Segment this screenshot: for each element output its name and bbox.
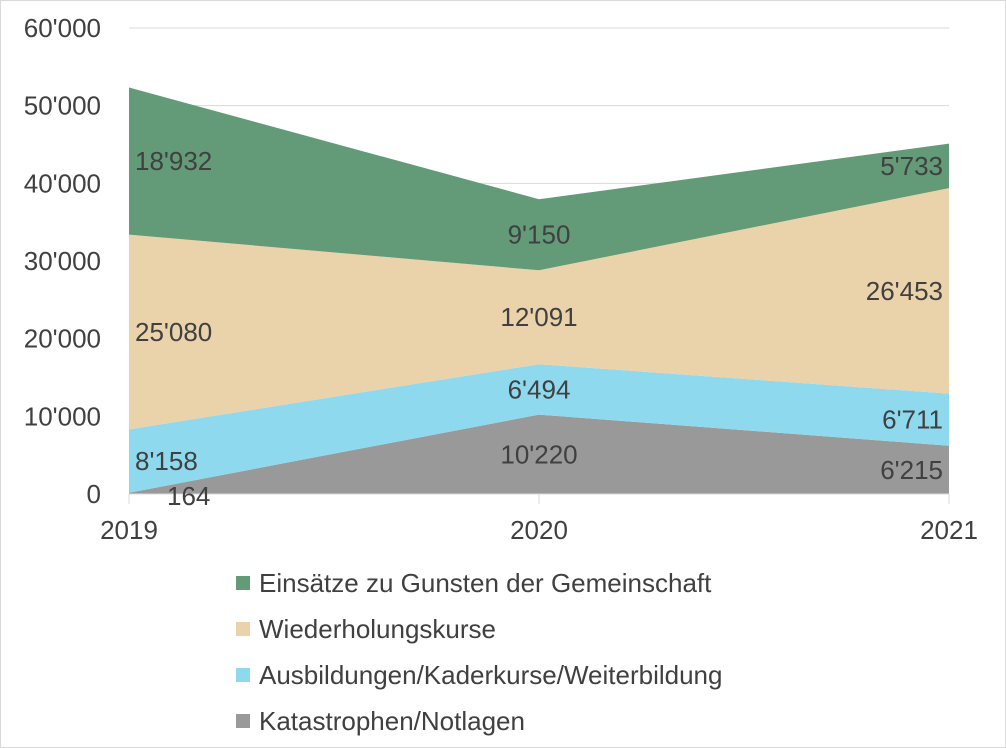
data-label: 25'080	[135, 317, 212, 347]
legend-item: Ausbildungen/Kaderkurse/Weiterbildung	[236, 652, 856, 698]
legend-label: Wiederholungskurse	[259, 613, 497, 644]
data-label: 9'150	[508, 220, 571, 250]
legend-item: Einsätze zu Gunsten der Gemeinschaft	[236, 560, 856, 606]
legend-swatch	[236, 622, 250, 636]
chart-legend: Einsätze zu Gunsten der Gemeinschaft Wied…	[236, 560, 856, 744]
y-tick-label: 10'000	[24, 401, 101, 431]
data-label: 6'494	[508, 374, 571, 404]
y-tick-label: 30'000	[24, 246, 101, 276]
area-ausbildungen-kaderkurse-weiterbildung	[129, 364, 949, 493]
area-eins-tze-zu-gunsten-der-gemeinschaft	[129, 87, 949, 271]
y-tick-label: 60'000	[24, 13, 101, 43]
legend-label: Ausbildungen/Kaderkurse/Weiterbildung	[259, 659, 723, 690]
data-label: 18'932	[135, 146, 212, 176]
x-tick-label: 2021	[920, 515, 978, 545]
legend-swatch	[236, 668, 250, 682]
x-tick-label: 2020	[510, 515, 568, 545]
x-tick-label: 2019	[100, 515, 158, 545]
data-label: 12'091	[500, 302, 577, 332]
data-label: 6'215	[880, 455, 943, 485]
legend-item: Katastrophen/Notlagen	[236, 698, 856, 744]
data-label: 164	[167, 481, 210, 511]
y-tick-label: 50'000	[24, 91, 101, 121]
data-label: 6'711	[882, 405, 943, 435]
legend-label: Einsätze zu Gunsten der Gemeinschaft	[259, 567, 712, 598]
area-katastrophen-notlagen	[129, 414, 949, 494]
data-label: 10'220	[500, 439, 577, 469]
legend-label: Katastrophen/Notlagen	[259, 705, 525, 736]
data-label: 26'453	[866, 276, 943, 306]
legend-item: Wiederholungskurse	[236, 606, 856, 652]
data-label: 8'158	[135, 446, 198, 476]
y-tick-label: 20'000	[24, 324, 101, 354]
legend-swatch	[236, 576, 250, 590]
y-tick-label: 0	[87, 479, 101, 509]
data-label: 5'733	[880, 151, 943, 181]
legend-swatch	[236, 714, 250, 728]
y-tick-label: 40'000	[24, 168, 101, 198]
area-wiederholungskurse	[129, 188, 949, 430]
